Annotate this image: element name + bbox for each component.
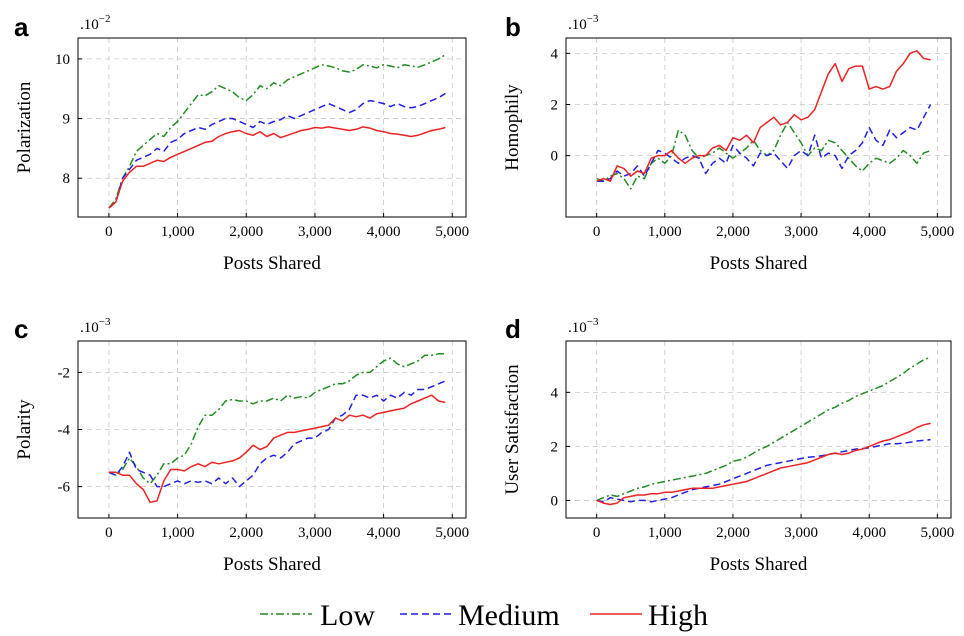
y-tick-label: 10 [55, 52, 70, 68]
x-tick-label: 5,000 [920, 525, 954, 541]
x-tick-label: 4,000 [367, 224, 401, 240]
y-axis-label: Polarization [14, 81, 35, 173]
legend-item-low: Low [260, 599, 375, 632]
x-tick-label: 5,000 [435, 525, 469, 541]
y-tick-label: 0 [551, 149, 559, 165]
y-tick-label: -6 [58, 480, 71, 496]
series-line-medium [108, 380, 446, 488]
x-tick-label: 2,000 [229, 224, 263, 240]
exponent-power: −3 [587, 13, 599, 25]
exponent-power: −2 [99, 13, 111, 25]
legend-item-medium: Medium [400, 599, 560, 632]
legend-label: Low [320, 599, 375, 632]
x-axis-label: Posts Shared [223, 253, 321, 274]
series-group [108, 54, 446, 209]
series-line-high [596, 422, 931, 506]
x-tick-label: 3,000 [298, 224, 332, 240]
x-axis-label: Posts Shared [223, 554, 321, 575]
x-tick-label: 3,000 [784, 224, 818, 240]
x-tick-label: 4,000 [852, 224, 886, 240]
x-tick-label: 0 [593, 525, 601, 541]
exponent-label: .10−3 [80, 316, 111, 336]
legend-item-high: High [590, 599, 708, 632]
x-axis-label: Posts Shared [710, 253, 808, 274]
series-line-medium [108, 92, 446, 209]
series-group [108, 353, 446, 504]
y-axis-label: Homophily [502, 84, 523, 171]
series-line-medium [596, 438, 931, 503]
plot-frame [565, 340, 952, 519]
plot-frame [565, 37, 952, 218]
x-tick-label: 5,000 [435, 224, 469, 240]
grid [78, 341, 466, 518]
y-tick-label: 4 [551, 46, 559, 62]
grid [566, 38, 951, 217]
x-tick-label: 2,000 [229, 525, 263, 541]
exponent-label: .10−3 [568, 316, 599, 336]
panel-letter: d [505, 314, 521, 344]
x-tick-label: 1,000 [161, 525, 195, 541]
y-axis-label: Polarity [14, 399, 35, 460]
x-tick-label: 0 [593, 224, 601, 240]
series-line-low [108, 54, 446, 209]
y-tick-label: -4 [58, 423, 71, 439]
x-tick-label: 1,000 [648, 224, 682, 240]
x-tick-label: 0 [105, 525, 113, 541]
y-tick-label: 2 [551, 97, 559, 113]
x-tick-label: 1,000 [648, 525, 682, 541]
grid [566, 341, 951, 518]
panel-d: 0 1,000 2,000 3,000 4,000 5,000 0 2 4 d .10−3 Posts… [502, 314, 954, 575]
x-axis-label: Posts Shared [710, 554, 808, 575]
series-line-low [596, 121, 931, 190]
x-tick-label: 5,000 [920, 224, 954, 240]
exponent-power: −3 [99, 316, 111, 328]
y-tick-label: 8 [63, 171, 71, 187]
series-line-medium [596, 104, 932, 182]
x-tick-label: 4,000 [852, 525, 886, 541]
series-line-low [108, 353, 446, 485]
x-tick-label: 0 [105, 224, 113, 240]
x-tick-label: 2,000 [716, 525, 750, 541]
exponent-label: .10−3 [568, 13, 599, 33]
y-tick-label: 0 [551, 493, 559, 509]
panel-letter: a [14, 12, 29, 42]
panel-a: 0 1,000 2,000 3,000 4,000 5,000 8 9 10 a .10−2 Post… [14, 12, 469, 274]
panel-b: 0 1,000 2,000 3,000 4,000 5,000 0 2 4 b .10−3 Posts… [502, 12, 954, 274]
exponent-power: −3 [587, 316, 599, 328]
y-tick-label: -2 [58, 365, 71, 381]
panel-letter: c [14, 314, 28, 344]
panel-letter: b [505, 12, 521, 42]
series-line-high [108, 126, 446, 209]
x-tick-label: 3,000 [784, 525, 818, 541]
y-tick-label: 4 [551, 385, 559, 401]
x-tick-label: 3,000 [298, 525, 332, 541]
panel-c: 0 1,000 2,000 3,000 4,000 5,000 -6 -4 -2 c .10−3 Po… [14, 314, 469, 575]
exponent-label: .10−2 [80, 13, 110, 33]
x-tick-label: 4,000 [367, 525, 401, 541]
y-axis-label: User Satisfaction [502, 364, 523, 495]
legend-label: Medium [458, 599, 560, 632]
plot-frame [77, 37, 467, 218]
series-line-high [596, 50, 931, 182]
series-group [596, 50, 932, 190]
legend-label: High [648, 599, 708, 632]
y-tick-label: 2 [551, 439, 559, 455]
x-tick-label: 2,000 [716, 224, 750, 240]
series-line-high [108, 394, 446, 504]
legend: Low Medium High [260, 599, 708, 632]
series-group [596, 356, 931, 506]
y-tick-label: 9 [63, 112, 71, 128]
series-line-low [596, 356, 931, 502]
x-tick-label: 1,000 [161, 224, 195, 240]
